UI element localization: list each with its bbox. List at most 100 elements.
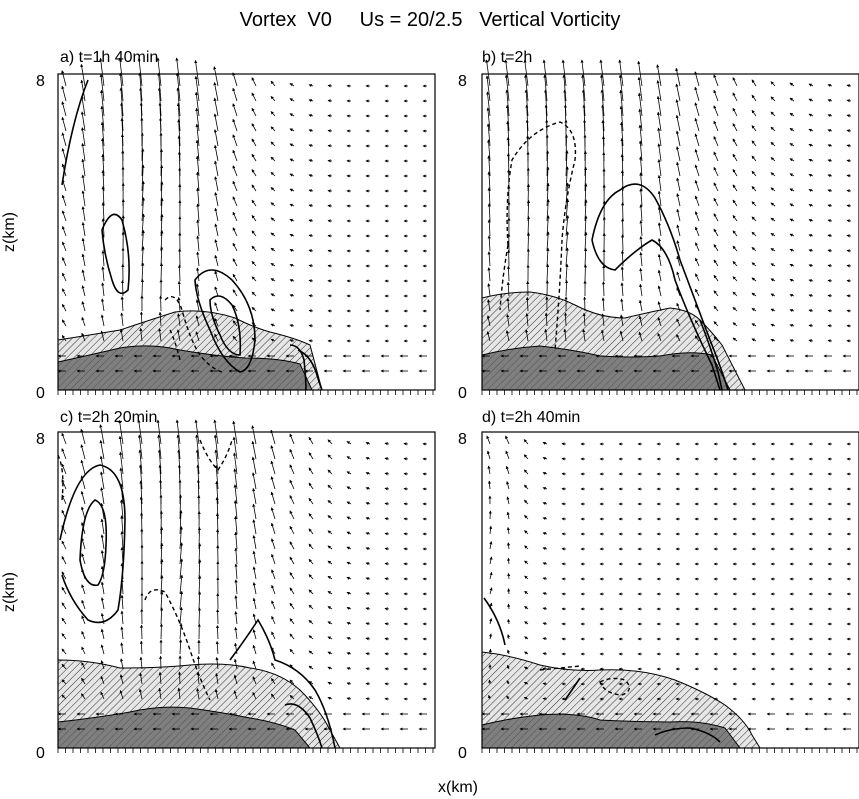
wind-arrow (808, 143, 814, 147)
wind-arrow (196, 671, 200, 685)
wind-arrow (61, 147, 67, 162)
wind-arrow (232, 72, 238, 87)
wind-arrow (639, 267, 643, 282)
wind-arrow (308, 665, 314, 670)
wind-arrow (252, 613, 257, 625)
wind-arrow (365, 682, 371, 686)
wind-arrow (656, 64, 662, 87)
wind-arrow (732, 215, 738, 222)
wind-arrow (214, 333, 219, 342)
wind-arrow (289, 218, 295, 222)
wind-arrow (365, 577, 371, 581)
wind-arrow (506, 526, 510, 535)
wind-arrow (270, 293, 276, 297)
wind-arrow (251, 199, 257, 207)
wind-arrow (523, 59, 529, 87)
wind-arrow (252, 582, 257, 595)
wind-arrow (308, 558, 314, 565)
wind-arrow (214, 449, 219, 475)
wind-arrow (327, 621, 333, 625)
wind-arrow (120, 515, 124, 535)
wind-arrow (327, 651, 333, 655)
wind-arrow (213, 81, 219, 102)
wind-arrow (846, 219, 852, 223)
wind-arrow (196, 203, 200, 222)
wind-arrow (120, 594, 124, 610)
wind-arrow (808, 249, 814, 253)
wind-arrow (308, 279, 314, 283)
wind-arrow (232, 103, 238, 117)
wind-arrow (308, 650, 314, 655)
wind-arrow (657, 332, 662, 342)
wind-arrow (486, 331, 491, 342)
wind-arrow (751, 277, 757, 282)
wind-arrow (215, 480, 219, 505)
wind-arrow (100, 534, 105, 550)
wind-arrow (289, 571, 295, 580)
wind-arrow (488, 648, 492, 655)
wind-arrow (656, 111, 662, 132)
wind-arrow (489, 571, 493, 580)
wind-arrow (504, 74, 510, 102)
wind-arrow (81, 537, 86, 550)
wind-arrow (61, 617, 67, 625)
wind-arrow (327, 575, 333, 580)
wind-arrow (100, 581, 105, 595)
wind-arrow (289, 433, 295, 445)
wind-arrow (488, 679, 492, 685)
wind-arrow (507, 603, 511, 610)
wind-arrow (289, 309, 295, 313)
wind-arrow (195, 434, 200, 460)
wind-arrow (657, 206, 662, 222)
wind-arrow (100, 330, 105, 342)
wind-arrow (523, 439, 529, 445)
wind-arrow (713, 321, 719, 327)
wind-arrow (308, 467, 314, 475)
wind-arrow (327, 515, 333, 520)
wind-arrow (524, 621, 529, 625)
wind-arrow (580, 59, 586, 87)
wind-arrow (770, 293, 776, 297)
wind-arrow (119, 102, 124, 132)
wind-arrow (789, 339, 795, 343)
wind-arrow (827, 324, 833, 328)
wind-arrow (195, 107, 200, 132)
wind-arrow (232, 289, 238, 297)
panel-b: b) t=2h 8 0 (458, 49, 859, 402)
wind-arrow (214, 464, 219, 490)
wind-arrow (289, 158, 295, 162)
wind-arrow (61, 210, 67, 222)
wind-arrow (270, 323, 276, 327)
wind-arrow (507, 634, 511, 640)
wind-arrow (582, 328, 586, 342)
wind-arrow (81, 190, 86, 207)
wind-arrow (713, 259, 719, 267)
wind-arrow (561, 59, 567, 87)
wind-arrow (507, 618, 511, 625)
wind-arrow (695, 304, 700, 312)
wind-arrow (523, 469, 529, 475)
wind-arrow (827, 114, 833, 118)
wind-arrow (620, 121, 624, 147)
wind-arrow (384, 577, 390, 581)
wind-arrow (751, 125, 757, 132)
wind-arrow (620, 282, 624, 297)
wind-arrow (638, 331, 643, 342)
wind-arrow (524, 560, 529, 565)
wind-arrow (179, 590, 184, 610)
wind-arrow (346, 561, 352, 565)
wind-arrow (507, 664, 510, 670)
wind-arrow (289, 83, 295, 87)
wind-arrow (120, 562, 124, 580)
wind-arrow (214, 270, 219, 282)
wind-arrow (751, 186, 757, 192)
wind-arrow (770, 323, 776, 327)
wind-arrow (289, 556, 295, 565)
wind-arrow (789, 263, 795, 267)
wind-arrow (251, 456, 257, 475)
wind-arrow (160, 197, 164, 222)
wind-arrow (80, 522, 86, 535)
wind-arrow (234, 531, 238, 550)
wind-arrow (489, 587, 493, 595)
wind-arrow (489, 525, 493, 535)
